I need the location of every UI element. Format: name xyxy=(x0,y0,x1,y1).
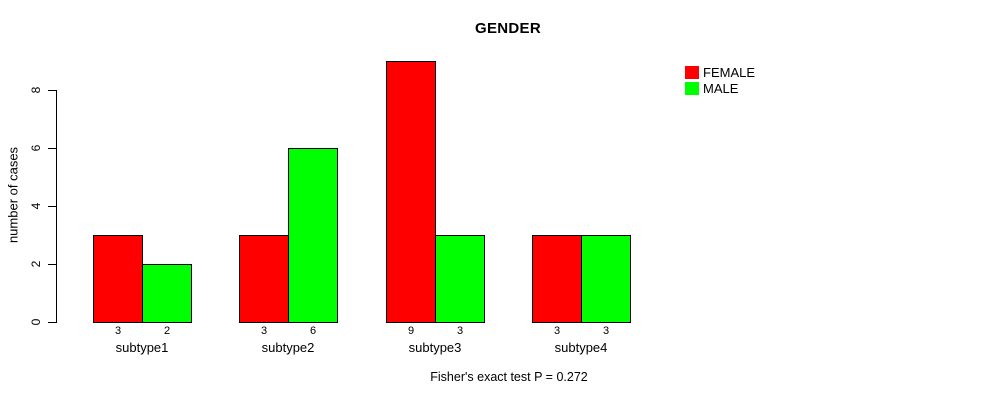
bar-male-subtype3 xyxy=(435,235,485,323)
y-axis-tick-label: 4 xyxy=(29,202,43,210)
x-axis-label-subtype1: subtype1 xyxy=(115,340,169,355)
y-axis-tick xyxy=(48,148,56,149)
y-axis-line xyxy=(56,90,57,323)
bar-value-male-subtype2: 6 xyxy=(309,325,317,337)
legend-label-male: MALE xyxy=(703,80,739,96)
x-axis-label-subtype4: subtype4 xyxy=(554,340,608,355)
y-axis-tick xyxy=(48,90,56,91)
caption-fisher-exact-test: Fisher's exact test P = 0.272 xyxy=(430,370,588,384)
legend-item-female: FEMALE xyxy=(685,64,755,80)
bar-male-subtype1 xyxy=(142,264,192,323)
bar-value-female-subtype1: 3 xyxy=(114,325,122,337)
bar-value-female-subtype4: 3 xyxy=(553,325,561,337)
legend-label-female: FEMALE xyxy=(703,64,756,80)
legend-swatch-male-icon xyxy=(685,81,699,95)
y-axis-tick xyxy=(48,322,56,323)
bar-female-subtype4 xyxy=(532,235,582,323)
bar-female-subtype2 xyxy=(239,235,289,323)
y-axis-tick-label: 2 xyxy=(29,260,43,268)
bar-value-male-subtype4: 3 xyxy=(602,325,610,337)
y-axis-tick-label: 0 xyxy=(29,318,43,326)
bar-value-female-subtype3: 9 xyxy=(407,325,415,337)
bar-male-subtype2 xyxy=(288,148,338,323)
x-axis-label-subtype3: subtype3 xyxy=(408,340,462,355)
bar-female-subtype3 xyxy=(386,61,436,323)
legend-item-male: MALE xyxy=(685,80,755,96)
bar-value-male-subtype1: 2 xyxy=(163,325,171,337)
y-axis-tick xyxy=(48,206,56,207)
legend-swatch-female-icon xyxy=(685,65,699,79)
legend: FEMALE MALE xyxy=(685,64,755,96)
bar-value-male-subtype3: 3 xyxy=(456,325,464,337)
bar-male-subtype4 xyxy=(581,235,631,323)
bar-value-female-subtype2: 3 xyxy=(260,325,268,337)
chart-title: GENDER xyxy=(475,20,541,37)
y-axis-tick-label: 6 xyxy=(29,144,43,152)
x-axis-label-subtype2: subtype2 xyxy=(261,340,315,355)
y-axis-tick-label: 8 xyxy=(29,86,43,94)
bar-female-subtype1 xyxy=(93,235,143,323)
y-axis-tick xyxy=(48,264,56,265)
